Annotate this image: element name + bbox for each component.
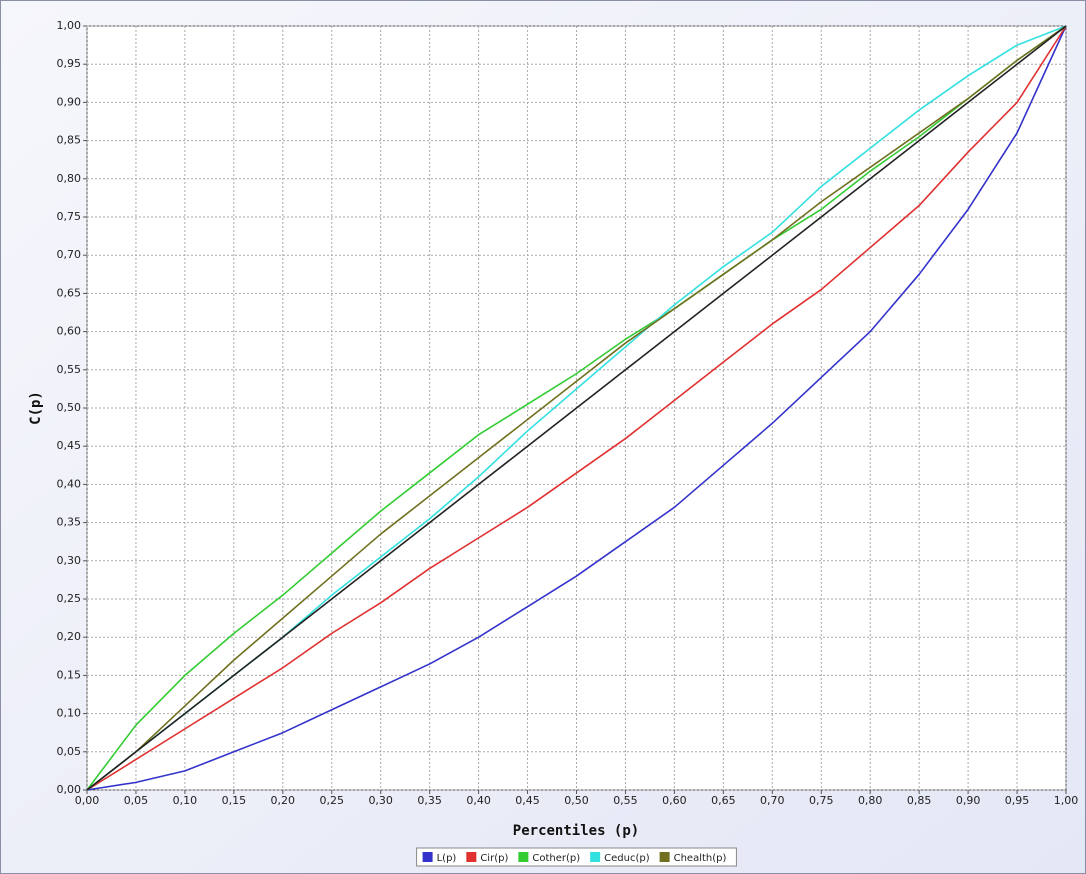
legend-swatch [590, 852, 601, 862]
legend-box [416, 847, 737, 867]
y-tick-label: 0,05 [57, 745, 82, 758]
legend-label: Cother(p) [532, 853, 580, 864]
x-tick-label: 0,90 [956, 794, 981, 807]
y-tick-label: 0,80 [57, 172, 82, 185]
x-tick-label: 0,50 [564, 794, 589, 807]
y-tick-label: 0,65 [57, 286, 82, 299]
y-tick-label: 1,00 [57, 19, 82, 32]
y-tick-label: 0,30 [57, 554, 82, 567]
x-tick-label: 0,25 [320, 794, 345, 807]
y-tick-label: 0,15 [57, 668, 82, 681]
series-line [86, 25, 1067, 791]
legend-swatch [518, 852, 529, 862]
x-tick-label: 0,35 [417, 794, 442, 807]
x-tick-label: 0,15 [222, 794, 247, 807]
y-tick-label: 0,95 [57, 57, 82, 70]
y-tick-label: 0,20 [57, 630, 82, 643]
y-tick-label: 0,45 [57, 439, 82, 452]
x-tick-label: 0,40 [466, 794, 491, 807]
series-line [86, 25, 1067, 791]
y-tick-label: 0,75 [57, 210, 82, 223]
legend-label: Cir(p) [480, 853, 508, 864]
x-axis-title: Percentiles (p) [513, 823, 639, 839]
legend-label: Chealth(p) [674, 853, 727, 864]
y-tick-label: 0,85 [57, 134, 82, 147]
x-tick-label: 0,00 [75, 794, 100, 807]
y-tick-label: 0,50 [57, 401, 82, 414]
y-tick-label: 0,60 [57, 325, 82, 338]
legend-swatch [422, 852, 433, 862]
x-tick-label: 0,65 [711, 794, 736, 807]
legend-swatch [659, 852, 670, 862]
y-tick-label: 0,10 [57, 707, 82, 720]
y-tick-label: 0,25 [57, 592, 82, 605]
x-tick-label: 0,30 [368, 794, 393, 807]
x-tick-label: 0,80 [858, 794, 883, 807]
x-tick-label: 0,05 [124, 794, 149, 807]
y-tick-label: 0,90 [57, 95, 82, 108]
x-tick-label: 0,45 [515, 794, 540, 807]
legend-swatch [466, 852, 477, 862]
axes: 0,00 0,05 0,10 0,15 0,20 0,25 0,30 0,35 0,40 0,45… [57, 19, 1079, 807]
y-tick-label: 0,55 [57, 363, 82, 376]
y-axis-title: C(p) [28, 391, 44, 425]
x-tick-label: 1,00 [1054, 794, 1079, 807]
y-tick-label: 0,40 [57, 477, 82, 490]
legend-label: L(p) [437, 853, 457, 864]
x-tick-label: 0,10 [173, 794, 198, 807]
y-tick-label: 0,35 [57, 516, 82, 529]
x-tick-label: 0,55 [613, 794, 638, 807]
legend-label: Ceduc(p) [604, 853, 650, 864]
legend: L(p) Cir(p) Cother(p) Ceduc(p) Chealth(p) [416, 847, 737, 867]
y-tick-label: 0,70 [57, 248, 82, 261]
series-line [86, 25, 1067, 791]
x-tick-label: 0,75 [809, 794, 834, 807]
x-tick-label: 0,95 [1005, 794, 1030, 807]
x-tick-label: 0,85 [907, 794, 932, 807]
series-line [86, 25, 1067, 791]
y-tick-label: 0,00 [57, 783, 82, 796]
lines [86, 25, 1067, 791]
x-tick-label: 0,60 [662, 794, 687, 807]
series-line [86, 25, 1067, 791]
x-tick-label: 0,70 [760, 794, 785, 807]
x-tick-label: 0,20 [271, 794, 296, 807]
